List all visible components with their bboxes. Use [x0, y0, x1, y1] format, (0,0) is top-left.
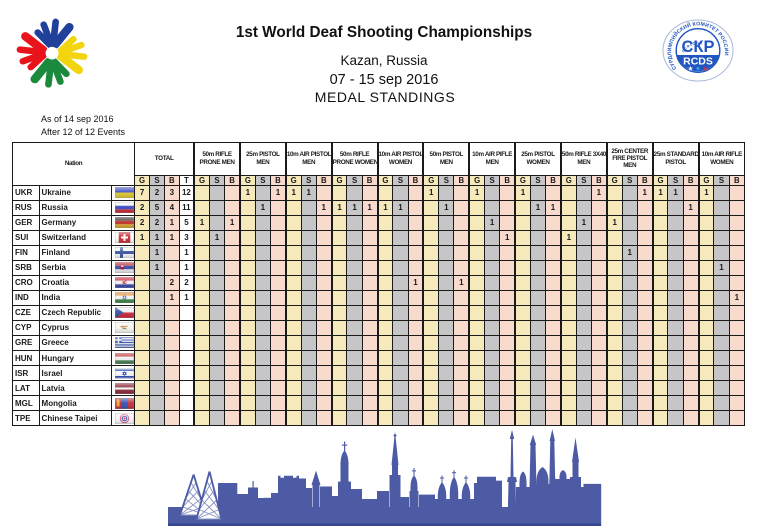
- svg-text:СКР: СКР: [682, 38, 715, 56]
- svg-text:RCDS: RCDS: [683, 55, 713, 67]
